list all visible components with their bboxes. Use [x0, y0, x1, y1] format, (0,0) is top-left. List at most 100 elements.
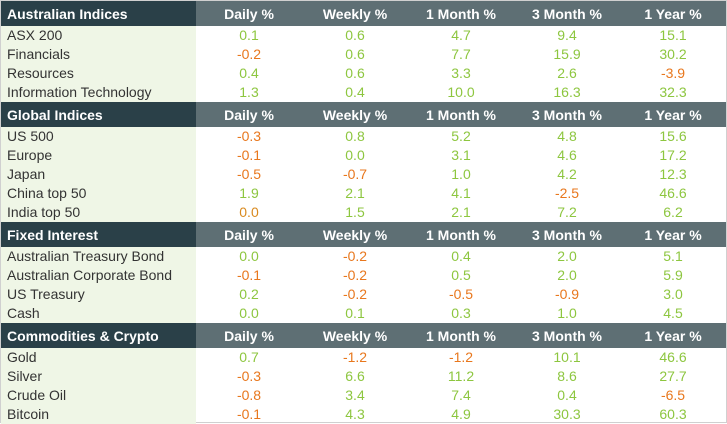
- value-cell: 4.9: [451, 406, 471, 422]
- table-row: Japan -0.5 -0.7 1.0 4.2 12.3: [1, 165, 726, 184]
- column-header: Weekly %: [302, 323, 408, 348]
- column-header: 1 Month %: [408, 102, 514, 127]
- value-cell: -2.5: [554, 185, 580, 201]
- table-row: Australian Treasury Bond 0.0 -0.2 0.4 2.0 5.1: [1, 247, 726, 266]
- section-title: Australian Indices: [1, 1, 196, 26]
- value-cell: -0.8: [236, 387, 262, 403]
- value-cell: 7.4: [451, 387, 471, 403]
- section-title: Fixed Interest: [1, 222, 196, 247]
- value-cell: 9.4: [557, 27, 577, 43]
- value-cell: 5.1: [663, 248, 683, 264]
- value-cell: 17.2: [659, 147, 687, 163]
- row-label: India top 50: [1, 203, 196, 222]
- value-cell: -1.2: [448, 349, 474, 365]
- value-cell: -0.5: [448, 286, 474, 302]
- value-cell: 15.1: [659, 27, 687, 43]
- row-label: Japan: [1, 165, 196, 184]
- value-cell: 27.7: [659, 368, 687, 384]
- value-cell: 2.1: [451, 204, 471, 220]
- column-header: 3 Month %: [514, 222, 620, 247]
- value-cell: 10.0: [447, 84, 475, 100]
- value-cell: 30.3: [553, 406, 581, 422]
- column-header: Daily %: [196, 323, 302, 348]
- row-label: Cash: [1, 304, 196, 323]
- value-cell: 0.0: [239, 248, 259, 264]
- row-label: Financials: [1, 45, 196, 64]
- value-cell: -0.5: [236, 166, 262, 182]
- value-cell: 3.0: [663, 286, 683, 302]
- value-cell: 7.2: [557, 204, 577, 220]
- value-cell: 0.4: [239, 65, 259, 81]
- value-cell: 0.2: [239, 286, 259, 302]
- row-label: Gold: [1, 348, 196, 367]
- value-cell: 12.3: [659, 166, 687, 182]
- value-cell: 0.4: [345, 84, 365, 100]
- table-row: Silver -0.3 6.6 11.2 8.6 27.7: [1, 367, 726, 386]
- value-cell: -0.7: [342, 166, 368, 182]
- value-cell: 1.5: [345, 204, 365, 220]
- column-header: Weekly %: [302, 1, 408, 26]
- column-header: Daily %: [196, 1, 302, 26]
- table-row: China top 50 1.9 2.1 4.1 -2.5 46.6: [1, 184, 726, 203]
- value-cell: 16.3: [553, 84, 581, 100]
- value-cell: 0.5: [451, 267, 471, 283]
- value-cell: 0.3: [451, 305, 471, 321]
- table-row: Australian Corporate Bond -0.1 -0.2 0.5 2.0 5…: [1, 266, 726, 285]
- row-label: Silver: [1, 367, 196, 386]
- value-cell: 4.3: [345, 406, 365, 422]
- value-cell: 60.3: [659, 406, 687, 422]
- column-header: 3 Month %: [514, 102, 620, 127]
- value-cell: 6.2: [663, 204, 683, 220]
- value-cell: 0.6: [345, 46, 365, 62]
- value-cell: -3.9: [660, 65, 686, 81]
- row-label: Resources: [1, 64, 196, 83]
- value-cell: 15.9: [553, 46, 581, 62]
- row-label: China top 50: [1, 184, 196, 203]
- value-cell: 1.3: [239, 84, 259, 100]
- table-row: Information Technology 1.3 0.4 10.0 16.3 32.3: [1, 83, 726, 102]
- value-cell: 0.0: [239, 204, 259, 220]
- value-cell: -0.2: [342, 286, 368, 302]
- value-cell: 0.1: [345, 305, 365, 321]
- table-row: Europe -0.1 0.0 3.1 4.6 17.2: [1, 146, 726, 165]
- value-cell: 4.7: [451, 27, 471, 43]
- value-cell: 32.3: [659, 84, 687, 100]
- column-header: Weekly %: [302, 102, 408, 127]
- value-cell: 4.6: [557, 147, 577, 163]
- table-row: ASX 200 0.1 0.6 4.7 9.4 15.1: [1, 26, 726, 45]
- column-header: 1 Month %: [408, 222, 514, 247]
- value-cell: 2.0: [557, 248, 577, 264]
- table-row: Financials -0.2 0.6 7.7 15.9 30.2: [1, 45, 726, 64]
- row-label: Crude Oil: [1, 386, 196, 405]
- value-cell: 10.1: [553, 349, 581, 365]
- value-cell: 1.9: [239, 185, 259, 201]
- table-row: Resources 0.4 0.6 3.3 2.6 -3.9: [1, 64, 726, 83]
- value-cell: 2.6: [557, 65, 577, 81]
- table-row: Bitcoin -0.1 4.3 4.9 30.3 60.3: [1, 405, 726, 424]
- section-title: Global Indices: [1, 102, 196, 127]
- column-header: 1 Year %: [620, 323, 726, 348]
- value-cell: 0.0: [239, 305, 259, 321]
- value-cell: 4.5: [663, 305, 683, 321]
- value-cell: -6.5: [660, 387, 686, 403]
- column-header: 1 Year %: [620, 102, 726, 127]
- value-cell: 46.6: [659, 349, 687, 365]
- value-cell: 7.7: [451, 46, 471, 62]
- section-header-row: Australian Indices Daily % Weekly % 1 Month…: [1, 1, 726, 26]
- row-label: Australian Corporate Bond: [1, 266, 196, 285]
- column-header: 1 Month %: [408, 323, 514, 348]
- row-label: US Treasury: [1, 285, 196, 304]
- section-title: Commodities & Crypto: [1, 323, 196, 348]
- value-cell: 0.7: [239, 349, 259, 365]
- value-cell: -0.2: [342, 248, 368, 264]
- value-cell: 4.2: [557, 166, 577, 182]
- value-cell: 0.1: [239, 27, 259, 43]
- section-header-row: Commodities & Crypto Daily % Weekly % 1 Mon…: [1, 323, 726, 348]
- row-label: Europe: [1, 146, 196, 165]
- table-row: US 500 -0.3 0.8 5.2 4.8 15.6: [1, 127, 726, 146]
- value-cell: -0.9: [554, 286, 580, 302]
- value-cell: 15.6: [659, 128, 687, 144]
- column-header: 3 Month %: [514, 1, 620, 26]
